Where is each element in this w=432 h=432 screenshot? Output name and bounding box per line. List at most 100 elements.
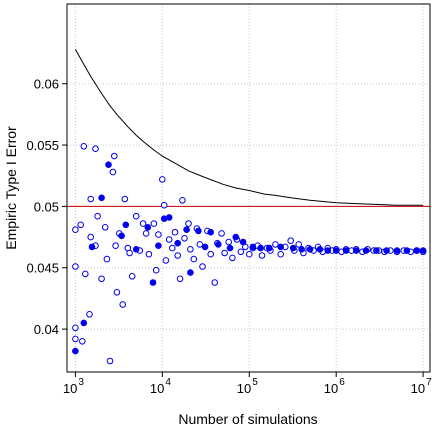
data-point-open	[181, 235, 188, 242]
data-point-open	[218, 230, 225, 237]
data-point-filled	[362, 247, 370, 254]
data-point-filled	[413, 247, 420, 254]
data-point-open	[87, 195, 94, 203]
data-point-filled	[149, 279, 157, 286]
data-point-open	[86, 311, 93, 318]
x-tick-label: 10	[150, 381, 164, 396]
data-point-open	[187, 246, 194, 253]
data-point-filled	[239, 238, 247, 246]
y-tick-label: 0.04	[34, 322, 59, 337]
data-point-open	[211, 279, 218, 286]
data-point-open	[152, 266, 160, 274]
data-point-open	[92, 145, 99, 152]
data-point-open	[258, 252, 266, 259]
data-point-filled	[383, 247, 390, 254]
x-axis-label: Number of simulations	[178, 411, 317, 427]
data-point-filled	[165, 214, 173, 221]
data-point-open	[94, 212, 101, 220]
data-point-open	[169, 244, 176, 252]
data-point-open	[142, 230, 150, 237]
data-point-open	[159, 176, 166, 183]
data-point-filled	[352, 247, 360, 254]
x-axis-ticks: 10 3 10 4 10 5 10 6 10 7	[63, 372, 432, 396]
x-tick-exponent: 6	[339, 377, 345, 388]
x-tick-exponent: 3	[78, 377, 84, 388]
data-point-open	[179, 197, 186, 204]
data-point-filled	[118, 232, 125, 240]
data-point-open	[287, 237, 295, 244]
y-tick-label: 0.06	[34, 77, 59, 92]
x-tick-exponent: 5	[252, 377, 258, 388]
data-point-open	[171, 228, 179, 236]
data-point-open	[72, 226, 79, 233]
x-tick-label: 10	[237, 381, 251, 396]
data-point-filled	[316, 246, 324, 253]
data-point-open	[155, 231, 162, 238]
data-point-filled	[324, 247, 332, 254]
data-point-open	[237, 248, 245, 256]
bound-curve	[74, 49, 424, 206]
data-point-filled	[174, 239, 181, 247]
data-point-open	[101, 224, 109, 231]
data-point-filled	[232, 233, 240, 241]
data-point-open	[295, 241, 303, 248]
data-point-open	[113, 289, 121, 296]
data-point-filled	[403, 247, 411, 254]
data-point-filled	[201, 243, 209, 251]
y-axis-label: Empiric Type I Error	[3, 126, 19, 250]
data-point-filled	[266, 244, 273, 252]
data-point-open	[121, 195, 129, 203]
data-point-open	[160, 201, 168, 209]
data-point-open	[272, 241, 279, 248]
data-point-filled	[215, 241, 222, 248]
data-point-open	[72, 335, 79, 343]
data-point-filled	[98, 194, 105, 202]
data-point-open	[162, 257, 170, 264]
data-point-open	[103, 255, 111, 263]
data-point-open	[72, 263, 79, 270]
grid	[67, 4, 430, 372]
data-point-open	[277, 250, 285, 258]
data-point-open	[145, 250, 153, 258]
plot-frame	[66, 3, 431, 373]
data-point-filled	[298, 246, 305, 253]
data-points	[72, 143, 427, 365]
x-tick-label: 10	[411, 381, 425, 396]
data-point-open	[72, 324, 79, 332]
data-point-filled	[419, 247, 427, 254]
data-point-open	[82, 270, 89, 278]
data-point-open	[190, 255, 198, 263]
data-point-open	[87, 233, 94, 241]
data-point-filled	[226, 244, 234, 252]
data-point-open	[207, 250, 214, 258]
data-point-filled	[80, 319, 88, 327]
data-point-open	[112, 242, 119, 249]
x-tick-label: 10	[63, 381, 77, 396]
data-point-open	[185, 220, 192, 227]
y-tick-label: 0.055	[26, 138, 59, 153]
data-point-open	[199, 263, 206, 270]
y-tick-label: 0.045	[26, 261, 59, 276]
data-point-open	[79, 338, 86, 345]
data-point-filled	[277, 243, 285, 251]
data-point-open	[128, 273, 136, 280]
y-tick-label: 0.05	[34, 199, 59, 214]
data-point-filled	[105, 161, 112, 168]
x-tick-exponent: 7	[426, 377, 432, 388]
data-point-open	[111, 152, 118, 160]
y-axis-ticks: 0.04 0.045 0.05 0.055 0.06	[26, 77, 67, 337]
x-tick-exponent: 4	[165, 377, 171, 388]
data-point-filled	[306, 246, 314, 253]
data-point-open	[221, 249, 228, 257]
data-point-filled	[207, 228, 214, 236]
data-point-filled	[122, 221, 130, 229]
data-point-filled	[144, 224, 152, 231]
data-point-open	[246, 250, 253, 258]
data-point-filled	[195, 227, 202, 235]
data-point-filled	[332, 247, 340, 254]
data-point-filled	[257, 244, 264, 252]
data-point-open	[229, 254, 236, 262]
x-tick-label: 10	[324, 381, 338, 396]
data-point-open	[77, 221, 84, 229]
